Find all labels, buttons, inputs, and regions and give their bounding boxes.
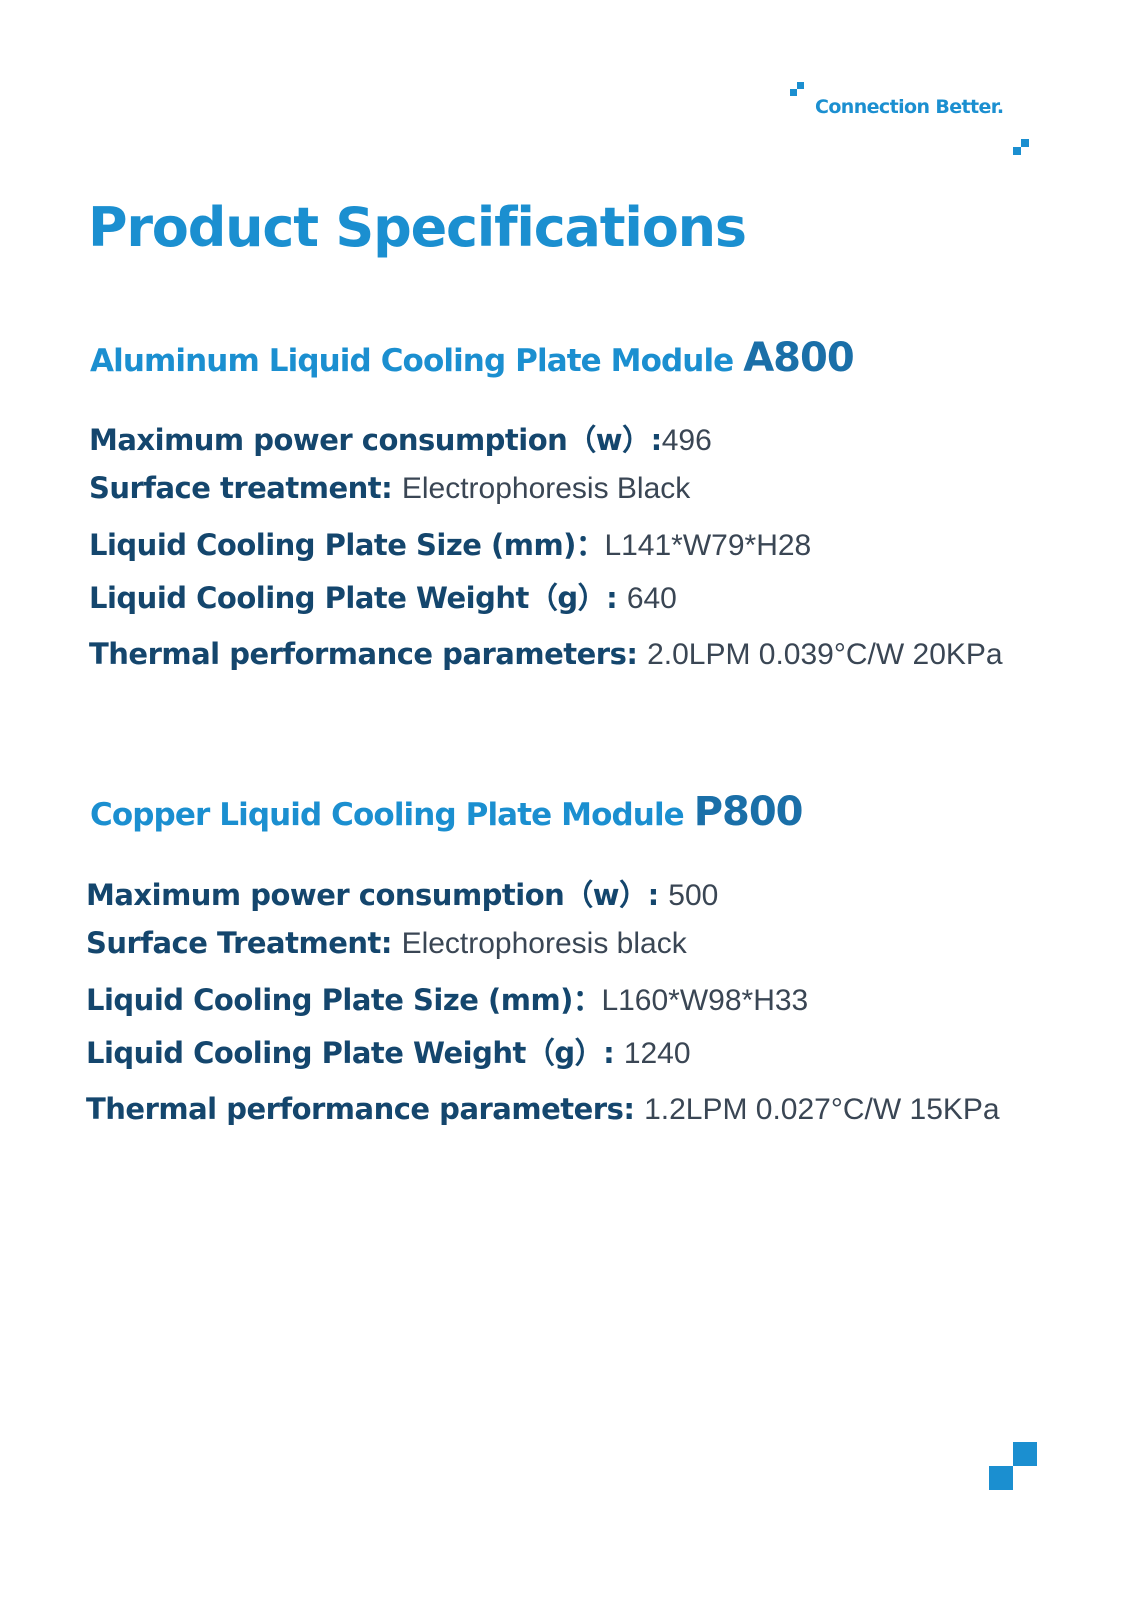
spec-value: Electrophoresis black — [401, 927, 687, 960]
spec-row: Thermal performance parameters: 2.0LPM 0… — [89, 637, 1003, 672]
spec-value: L141*W79*H28 — [604, 529, 812, 562]
spec-row: Liquid Cooling Plate Weight（g）: 1240 — [86, 1030, 691, 1072]
section-heading-copper: Copper Liquid Cooling Plate Module P800 — [90, 789, 803, 835]
spec-label: Liquid Cooling Plate Weight（g）: — [89, 581, 627, 615]
spec-label: Liquid Cooling Plate Size (mm)： — [86, 983, 602, 1017]
spec-value: L160*W98*H33 — [601, 984, 809, 1017]
page-title: Product Specifications — [88, 196, 747, 259]
spec-value: 2.0LPM 0.039°C/W 20KPa — [647, 638, 1003, 671]
section-heading-text: Copper Liquid Cooling Plate Module — [90, 797, 694, 833]
logo-square-icon — [790, 89, 797, 96]
spec-value: Electrophoresis Black — [401, 472, 691, 505]
section-heading-text: Aluminum Liquid Cooling Plate Module — [90, 343, 744, 379]
spec-label: Maximum power consumption（w）: — [89, 423, 662, 457]
spec-row: Thermal performance parameters: 1.2LPM 0… — [86, 1092, 1000, 1127]
spec-label: Maximum power consumption（w）: — [86, 878, 669, 912]
spec-row: Liquid Cooling Plate Size (mm)：L141*W79*… — [89, 522, 811, 564]
section-heading-aluminum: Aluminum Liquid Cooling Plate Module A80… — [90, 335, 855, 381]
spec-row: Maximum power consumption（w）:496 — [89, 417, 712, 459]
spec-label: Surface treatment: — [89, 471, 402, 505]
spec-label: Thermal performance parameters: — [89, 637, 648, 671]
spec-value: 496 — [661, 424, 712, 457]
spec-value: 1240 — [623, 1037, 691, 1070]
spec-row: Surface Treatment: Electrophoresis black — [86, 926, 687, 961]
logo-square-icon — [797, 82, 804, 89]
model-name: P800 — [693, 789, 804, 835]
spec-row: Maximum power consumption（w）: 500 — [86, 872, 718, 914]
logo-square-icon — [989, 1466, 1013, 1490]
logo-square-icon — [1013, 147, 1021, 155]
spec-label: Surface Treatment: — [86, 926, 402, 960]
spec-row: Liquid Cooling Plate Size (mm)：L160*W98*… — [86, 977, 808, 1019]
spec-value: 1.2LPM 0.027°C/W 15KPa — [644, 1093, 1000, 1126]
spec-label: Liquid Cooling Plate Weight（g）: — [86, 1036, 624, 1070]
model-name: A800 — [743, 335, 854, 381]
spec-value: 640 — [626, 582, 677, 615]
spec-value: 500 — [668, 879, 719, 912]
spec-label: Thermal performance parameters: — [86, 1092, 645, 1126]
spec-row: Surface treatment: Electrophoresis Black — [89, 471, 690, 506]
logo-square-icon — [1013, 1442, 1037, 1466]
spec-label: Liquid Cooling Plate Size (mm)： — [89, 528, 605, 562]
tagline: Connection Better. — [815, 96, 1004, 118]
spec-row: Liquid Cooling Plate Weight（g）: 640 — [89, 575, 677, 617]
logo-square-icon — [1021, 139, 1029, 147]
